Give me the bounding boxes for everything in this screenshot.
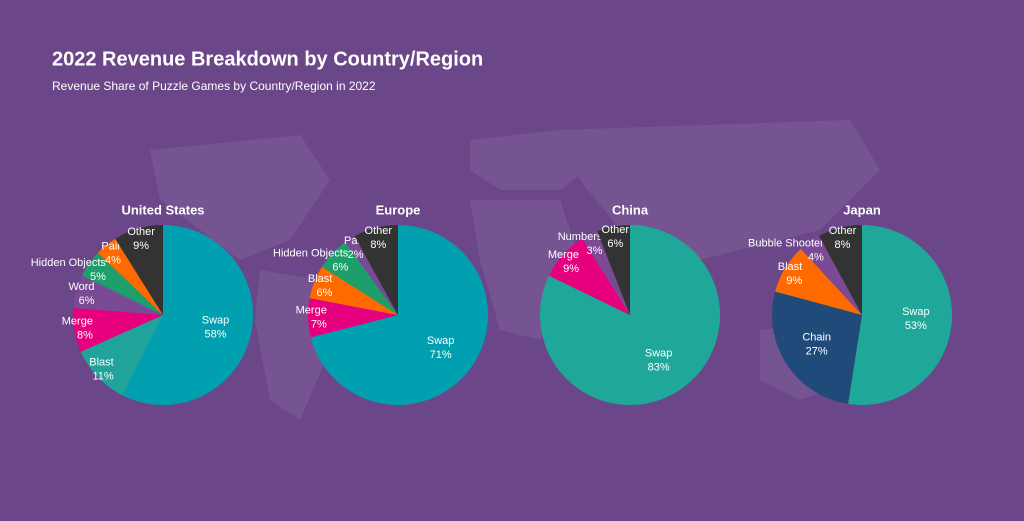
slice-value-label: 6% [79, 295, 95, 307]
slice-value-label: 71% [430, 349, 452, 361]
pie-slice [354, 225, 398, 315]
slice-value-label: 8% [835, 239, 851, 251]
slice-value-label: 27% [806, 345, 828, 357]
pie-title: United States [121, 202, 204, 217]
pie-title: Japan [843, 202, 881, 217]
slice-category: Blast [308, 273, 332, 285]
slice-category: Numbers [558, 231, 603, 243]
pie-slice [81, 252, 163, 315]
slice-category: Swap [427, 335, 455, 347]
slice-category: Other [127, 226, 155, 238]
slice-category: Other [365, 225, 393, 237]
slice-value-label: 6% [316, 287, 332, 299]
pie-slice [775, 248, 862, 315]
slice-value-label: 11% [93, 371, 114, 383]
slice-category: Word [68, 281, 94, 293]
slice-value-label: 2% [348, 249, 364, 261]
pie-title: China [612, 202, 649, 217]
slice-value-label: 6% [332, 262, 348, 274]
pie-slice [73, 275, 163, 315]
pie-slice [819, 225, 862, 315]
slice-category: Hidden Objects [31, 257, 107, 269]
slice-category: Bubble Shooter [748, 238, 824, 250]
slice-category: Chain [802, 331, 831, 343]
slice-value-label: 8% [370, 239, 386, 251]
pie-slice [345, 236, 398, 315]
slice-category: Merge [62, 315, 93, 327]
slice-value-label: 8% [77, 329, 93, 341]
slice-value-label: 53% [905, 320, 927, 332]
slice-value-label: 58% [205, 328, 227, 340]
pie-title: Europe [376, 202, 421, 217]
slice-value-label: 9% [563, 263, 579, 275]
slice-value-label: 4% [105, 255, 121, 267]
pie-slice [772, 291, 862, 404]
pie-slice [848, 225, 952, 405]
slice-category: Other [602, 224, 630, 236]
slice-value-label: 5% [90, 271, 106, 283]
slice-value-label: 83% [648, 362, 670, 374]
pie-slice [597, 225, 630, 315]
slice-category: Hidden Objects [273, 248, 349, 260]
slice-category: Merge [548, 249, 579, 261]
slice-category: Pair [101, 241, 121, 253]
chart-title: 2022 Revenue Breakdown by Country/Region [52, 48, 483, 70]
pie-slice [307, 298, 398, 338]
pie-slice [80, 315, 163, 396]
pie-slice [122, 225, 254, 405]
pie-slice [548, 238, 630, 315]
slice-category: Merge [296, 304, 327, 316]
slice-value-label: 9% [133, 240, 149, 252]
pie-slice [322, 242, 398, 315]
slice-category: Blast [778, 261, 802, 273]
slice-value-label: 9% [786, 275, 802, 287]
pie-slice [73, 308, 163, 352]
slice-value-label: 3% [586, 245, 602, 257]
slice-category: Swap [902, 306, 930, 318]
pie-slice [97, 238, 163, 315]
pie-slice [309, 266, 398, 315]
slice-value-label: 4% [808, 252, 824, 264]
chart-subtitle: Revenue Share of Puzzle Games by Country… [52, 79, 376, 93]
slice-category: Blast [89, 357, 113, 369]
pie-slice [310, 225, 488, 406]
slice-category: Swap [202, 314, 230, 326]
pie-slice [115, 225, 163, 315]
pie-slice [582, 231, 630, 315]
slice-category: Swap [645, 348, 673, 360]
pie-slice [800, 235, 862, 315]
slice-value-label: 6% [607, 238, 623, 250]
slice-category: Other [829, 225, 857, 237]
slice-value-label: 7% [311, 318, 327, 330]
